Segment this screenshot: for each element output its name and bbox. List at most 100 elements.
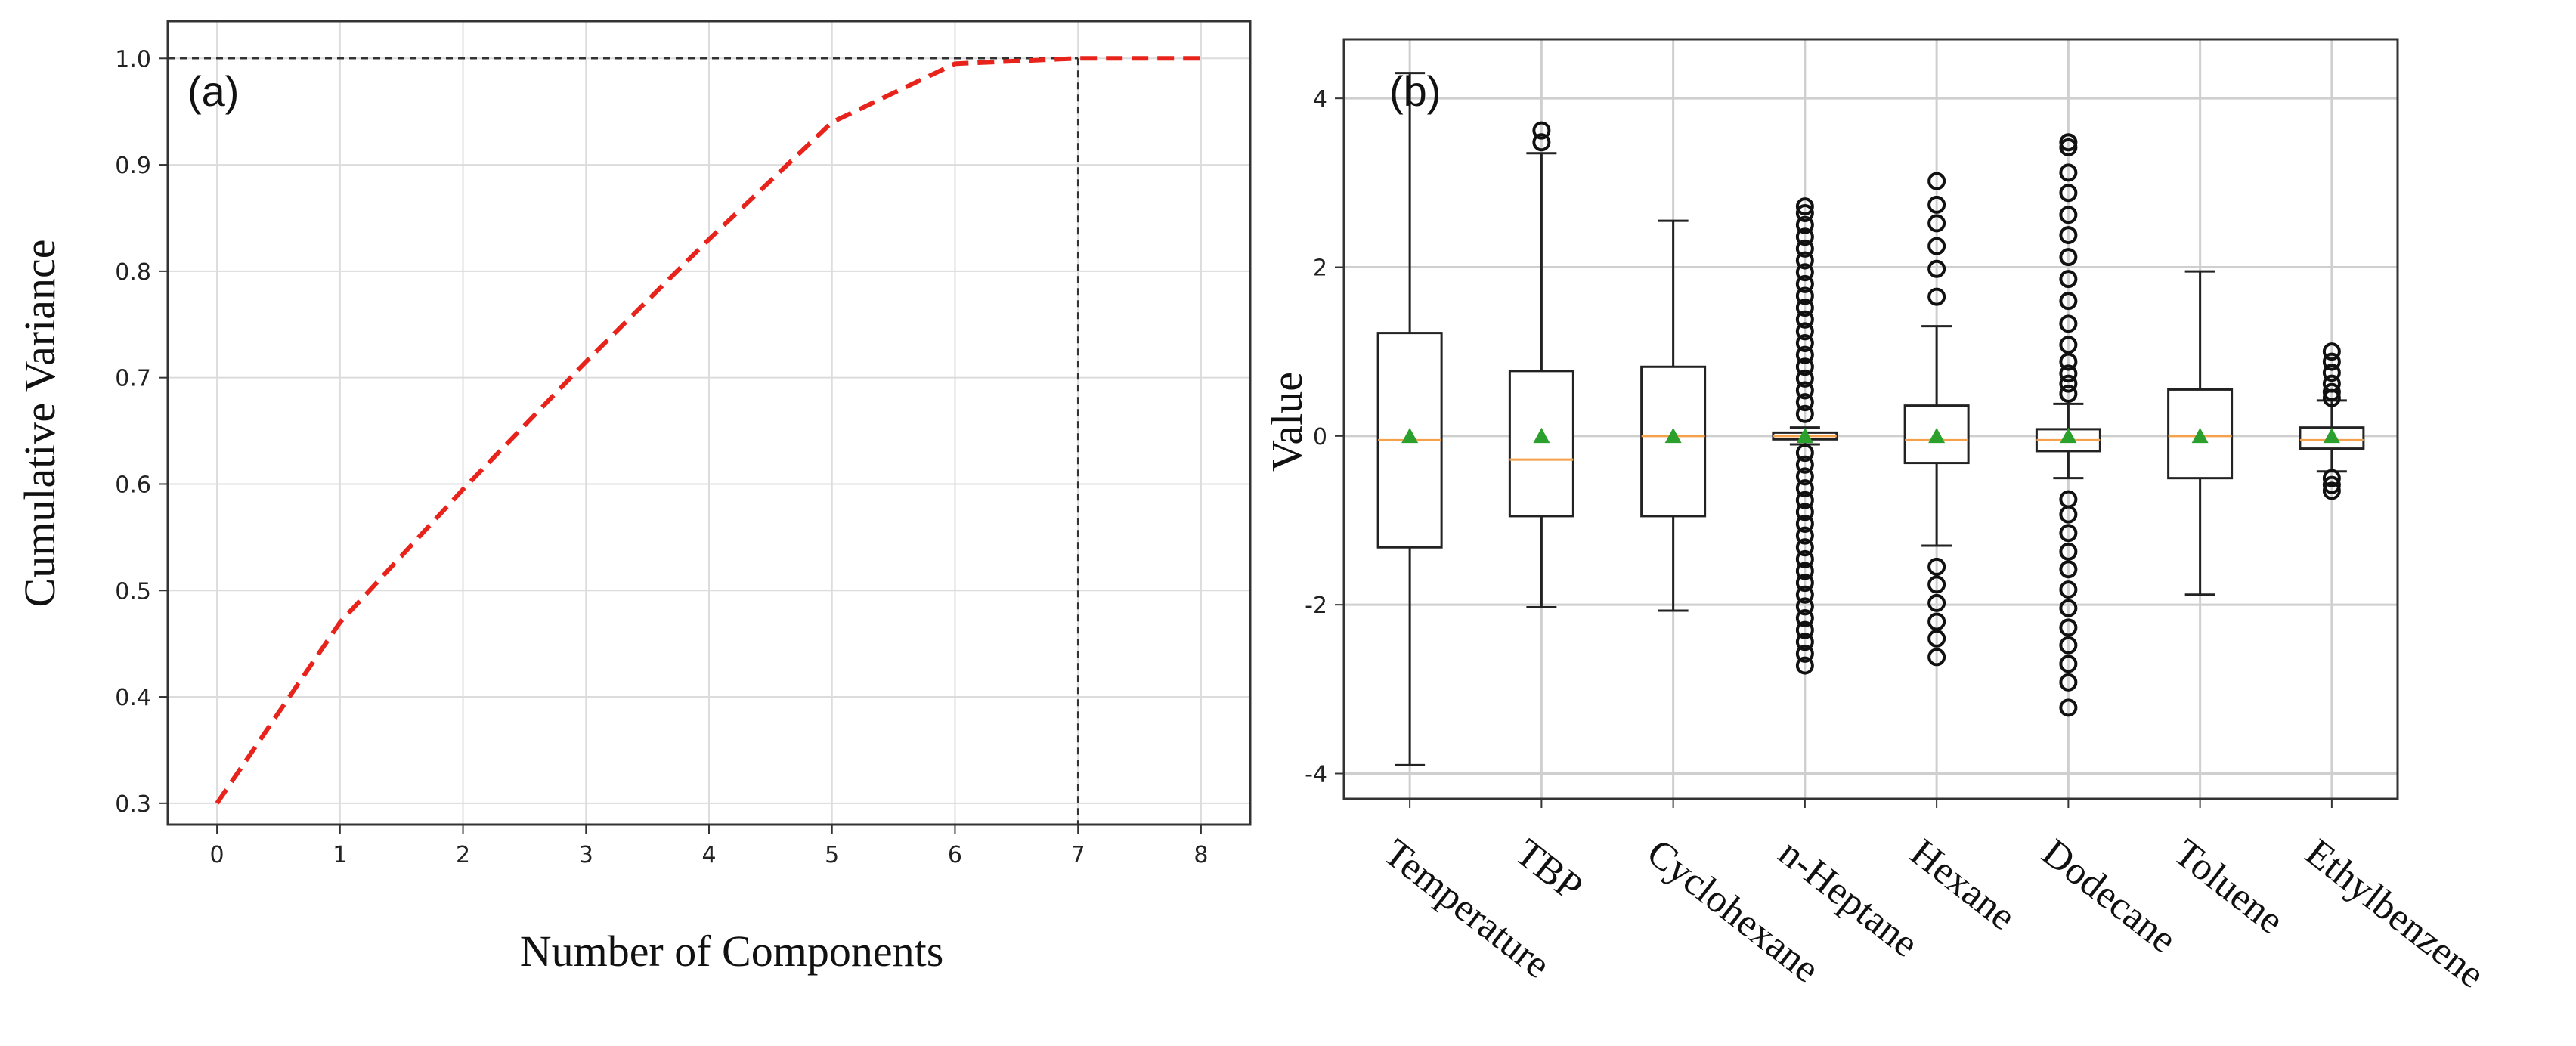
panel-b-y-tick-label: -2 — [1305, 593, 1327, 619]
panel-b-outlier-point — [1795, 620, 1814, 639]
panel-b-outlier-point — [2059, 542, 2078, 561]
panel-b-outlier-point — [1795, 467, 1814, 486]
panel-b-mean-marker — [2060, 427, 2077, 444]
panel-b-outlier-point — [2059, 138, 2078, 156]
panel-b-mean-marker — [1533, 427, 1550, 444]
panel-b-outlier-point — [1795, 299, 1814, 317]
panel-b-outlier-point — [2059, 206, 2078, 224]
panel-b-outlier-point — [2059, 385, 2078, 403]
panel-b-outlier-point — [2059, 352, 2078, 371]
panel-b-outlier-point — [2322, 374, 2341, 393]
panel-b-outlier-point — [1795, 334, 1814, 352]
panel-b-outlier-point — [1795, 514, 1814, 533]
panel-a-x-tick-label: 5 — [825, 842, 839, 868]
panel-b-plot-frame — [1342, 38, 2399, 800]
panel-b-y-tick-label: 0 — [1313, 424, 1327, 450]
panel-b-outlier-point — [2059, 163, 2078, 182]
panel-b-outlier-point — [1795, 322, 1814, 341]
panel-b-mean-marker — [1401, 427, 1419, 444]
panel-b-box-group — [1376, 72, 1443, 766]
panel-b-outlier-point — [1795, 503, 1814, 521]
panel-b-outlier-point — [2322, 481, 2341, 500]
panel-b-outlier-point — [1927, 648, 1946, 667]
panel-a-gridlines — [168, 21, 1250, 825]
panel-b-boxes — [1376, 72, 2365, 766]
panel-b-category-label: TBP — [1507, 831, 1590, 910]
panel-a-series — [215, 56, 1201, 805]
panel-b-outlier-point — [1795, 585, 1814, 604]
panel-b-box-group — [1903, 172, 1970, 667]
panel-b-box-group — [2167, 270, 2234, 596]
panel-b-outlier-point — [1927, 629, 1946, 648]
panel-b-label: (b) — [1389, 67, 1441, 115]
panel-b-outlier-point — [1795, 526, 1814, 545]
panel-b-outlier-point — [1795, 215, 1814, 234]
panel-b-outlier-point — [1795, 286, 1814, 305]
panel-b-outlier-point — [2059, 580, 2078, 599]
panel-a-series-line — [215, 56, 1201, 805]
panel-a-x-tick-label: 6 — [948, 842, 962, 868]
panel-b-outlier-point — [1795, 251, 1814, 270]
panel-b-outlier-point — [1927, 287, 1946, 306]
panel-b-outlier-point — [1927, 575, 1946, 594]
panel-b-outlier-point — [2059, 248, 2078, 267]
panel-a-x-tick-label: 0 — [210, 842, 224, 868]
panel-a-y-tick-label: 0.6 — [115, 472, 151, 498]
panel-b-outlier-point — [2059, 292, 2078, 311]
panel-b-outlier-point — [1795, 597, 1814, 616]
panel-b-outlier-point — [1795, 274, 1814, 293]
panel-b-outlier-point — [2322, 352, 2341, 371]
panel-b-outlier-point — [2059, 374, 2078, 393]
panel-b-outlier-point — [2059, 133, 2078, 152]
panel-b-outlier-point — [2059, 490, 2078, 509]
panel-b-outlier-point — [1795, 656, 1814, 675]
panel-b-mean-marker — [2191, 427, 2209, 444]
panel-a-y-tick-label: 0.5 — [115, 578, 151, 605]
panel-b-outlier-point — [2059, 560, 2078, 579]
panel-b-category-label: Ethylbenzene — [2297, 831, 2492, 997]
panel-a-x-tick-label: 1 — [333, 842, 347, 868]
panel-b-category-label: Toluene — [2166, 831, 2291, 943]
panel-b-y-tick-label: -4 — [1305, 762, 1327, 788]
panel-b-outlier-point — [1795, 227, 1814, 246]
panel-a-x-tick-label: 8 — [1194, 842, 1208, 868]
panel-b-outlier-point — [2322, 342, 2341, 361]
panel-b-y-tick-label: 4 — [1313, 86, 1327, 113]
panel-b-outlier-point — [2322, 382, 2341, 401]
panel-a-label: (a) — [187, 67, 239, 115]
panel-b-outlier-point — [1927, 557, 1946, 576]
panel-b-outlier-point — [2059, 364, 2078, 383]
panel-b-box — [1903, 404, 1970, 465]
panel-b-outlier-point — [1927, 259, 1946, 278]
panel-a-reference-lines — [168, 57, 1079, 825]
panel-b-outlier-point — [1795, 479, 1814, 498]
panel-b-outlier-point — [1795, 491, 1814, 509]
panel-b-outlier-point — [1795, 369, 1814, 388]
panel-b-outlier-point — [2059, 618, 2078, 637]
panel-b-outlier-point — [1927, 195, 1946, 214]
panel-b-outlier-point — [1795, 197, 1814, 216]
panel-b-outlier-point — [2322, 364, 2341, 382]
panel-b-box-group — [2299, 342, 2365, 500]
panel-a-x-tick-label: 4 — [701, 842, 716, 868]
panel-b-outlier-point — [1795, 381, 1814, 400]
panel-b-outlier-point — [1795, 444, 1814, 463]
panel-b-outlier-point — [1927, 593, 1946, 612]
panel-b-box — [1640, 365, 1707, 518]
panel-b-outlier-point — [2059, 655, 2078, 673]
panel-b-gridlines — [1344, 39, 2398, 799]
panel-b-outlier-point — [1795, 239, 1814, 258]
panel-b-outlier-point — [2059, 636, 2078, 655]
panel-b-box-group — [1772, 197, 1838, 675]
panel-b-outlier-point — [1795, 455, 1814, 474]
panel-b-outlier-point — [1795, 609, 1814, 628]
panel-b-outlier-point — [1795, 574, 1814, 593]
panel-a-x-tick-label: 7 — [1071, 842, 1085, 868]
panel-b-outlier-point — [2059, 314, 2078, 333]
panel-b-box-group — [2035, 133, 2101, 717]
panel-a-tick-labels: 0 1 2 3 4 5 6 7 8 0.3 0.4 0.5 0.6 0.7 0.8 0.9 1.0 — [115, 46, 1208, 868]
panel-b-outlier-point — [1532, 121, 1551, 140]
panel-b-outlier-point — [1795, 538, 1814, 557]
